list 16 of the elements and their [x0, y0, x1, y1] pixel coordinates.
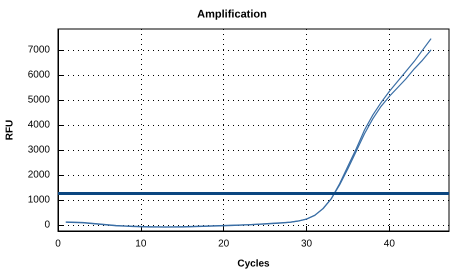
x-tick-label: 40	[384, 238, 396, 250]
y-axis-title: RFU	[4, 120, 16, 140]
y-tick-label: 0	[44, 219, 50, 230]
chart-title: Amplification	[197, 8, 268, 20]
y-tick-label: 2000	[28, 169, 50, 180]
y-tick-label: 7000	[28, 44, 50, 56]
x-tick-label: 20	[218, 238, 230, 250]
y-tick-label: 1000	[28, 194, 50, 206]
x-tick-label: 10	[135, 238, 147, 250]
x-axis-title: Cycles	[237, 258, 270, 270]
y-tick-label: 6000	[28, 70, 50, 81]
y-tick-label: 3000	[28, 144, 50, 156]
x-tick-label: 0	[55, 238, 62, 250]
x-tick-label: 30	[300, 238, 313, 250]
y-tick-label: 4000	[28, 120, 50, 131]
y-tick-label: 5000	[28, 94, 50, 106]
